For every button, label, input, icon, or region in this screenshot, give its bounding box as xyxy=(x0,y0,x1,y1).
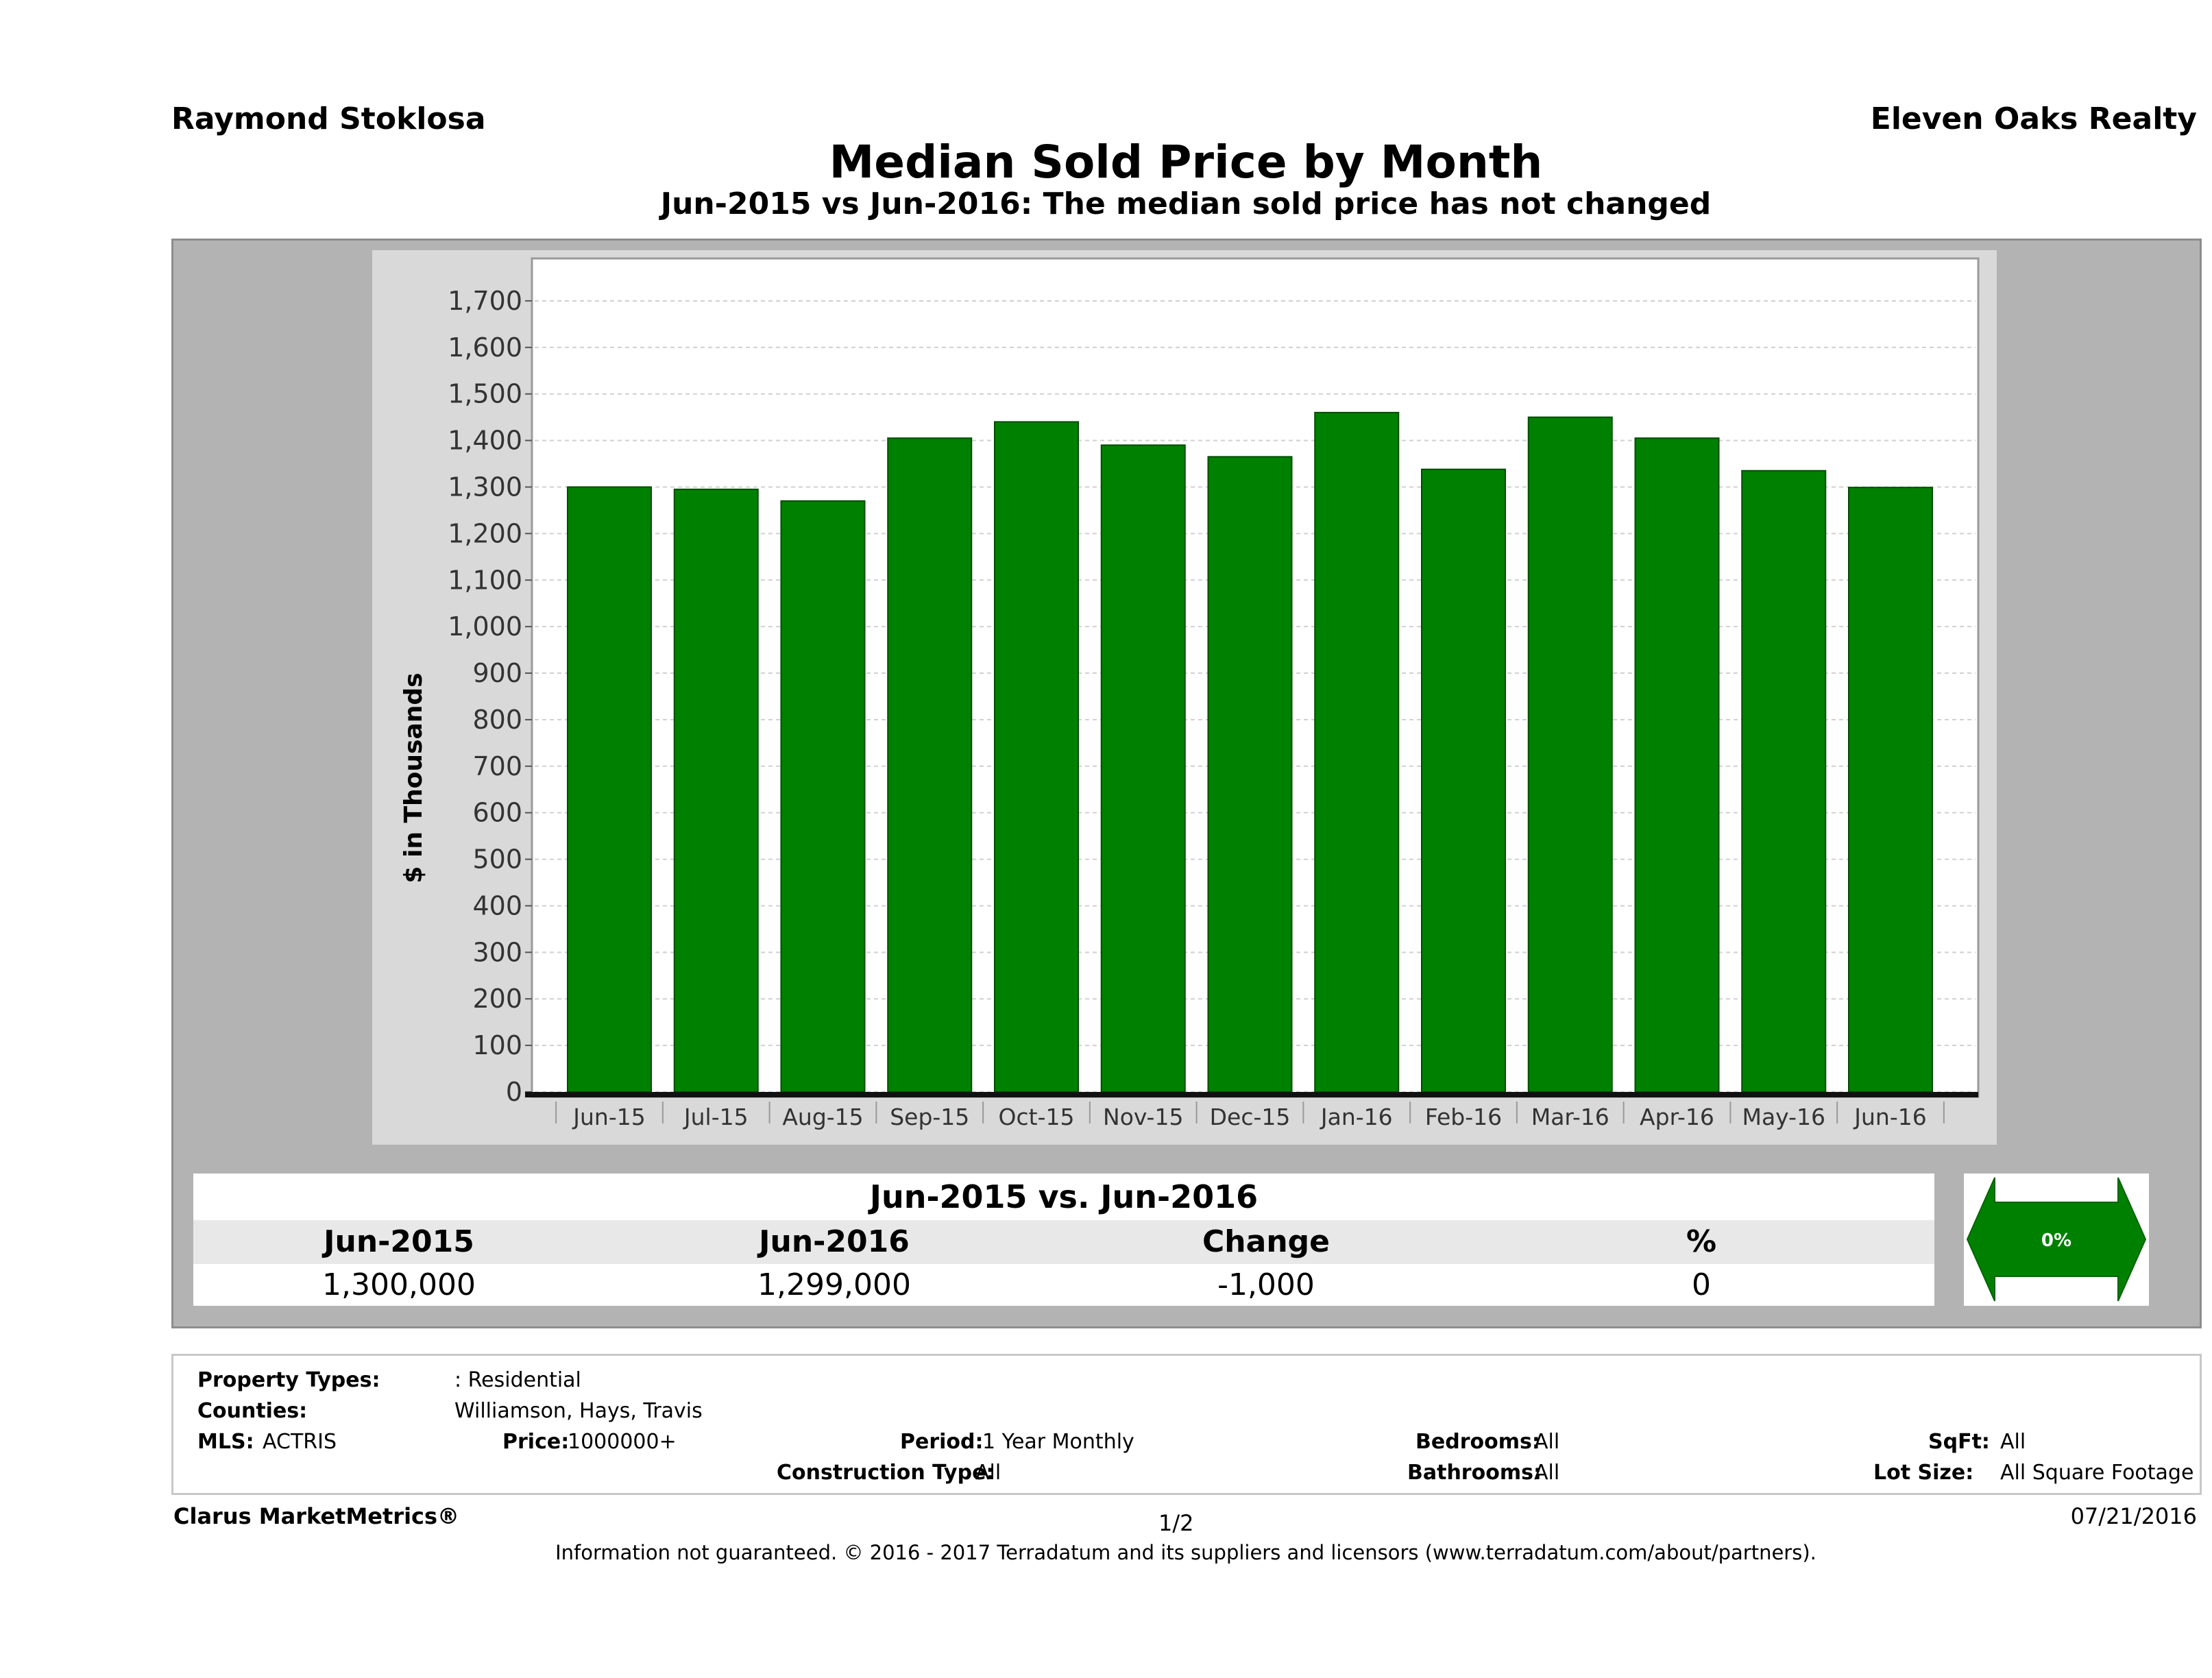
bedrooms-label: Bedrooms: xyxy=(1415,1430,1540,1454)
change-indicator-label: 0% xyxy=(2041,1230,2071,1251)
header-jun-2015: Jun-2015 xyxy=(324,1224,474,1259)
bar-aug-15 xyxy=(780,500,866,1093)
value-jun-2015: 1,300,000 xyxy=(322,1267,476,1302)
header-change: Change xyxy=(1202,1224,1330,1259)
disclaimer: Information not guaranteed. © 2016 - 201… xyxy=(555,1541,1816,1564)
bars xyxy=(567,411,1933,1093)
header-jun-2016: Jun-2016 xyxy=(759,1224,910,1259)
x-tick-label: Jan-16 xyxy=(1320,1104,1393,1130)
bathrooms-label: Bathrooms: xyxy=(1407,1461,1542,1485)
y-tick-label: 1,100 xyxy=(448,565,522,595)
y-tick-label: 0 xyxy=(506,1077,522,1107)
x-tick-label: Apr-16 xyxy=(1640,1104,1714,1130)
y-tick-label: 100 xyxy=(472,1030,522,1060)
header-percent: % xyxy=(1686,1224,1717,1259)
x-tick-label: Mar-16 xyxy=(1531,1104,1609,1130)
lot-size-label: Lot Size: xyxy=(1873,1461,1974,1485)
construction-label: Construction Type: xyxy=(777,1461,995,1485)
bar-oct-15 xyxy=(994,421,1079,1093)
bar-jan-16 xyxy=(1314,411,1400,1093)
bar-jun-16 xyxy=(1848,487,1933,1093)
brokerage-name: Eleven Oaks Realty xyxy=(1870,101,2197,136)
y-tick-label: 1,500 xyxy=(448,379,522,409)
x-tick-label: Jul-15 xyxy=(683,1104,749,1130)
property-types-label: Property Types: xyxy=(197,1368,380,1392)
period-value: 1 Year Monthly xyxy=(982,1430,1134,1454)
y-tick-label: 300 xyxy=(472,937,522,967)
y-tick-label: 1,300 xyxy=(448,472,522,502)
bar-may-16 xyxy=(1741,470,1827,1093)
x-tick-label: Aug-15 xyxy=(782,1104,863,1130)
property-types-value: : Residential xyxy=(454,1368,581,1392)
counties-label: Counties: xyxy=(197,1399,308,1423)
price-value: 1000000+ xyxy=(568,1430,677,1454)
y-tick-label: 1,400 xyxy=(448,426,522,456)
x-tick-label: Dec-15 xyxy=(1210,1104,1291,1130)
bar-apr-16 xyxy=(1634,437,1720,1093)
y-tick-label: 200 xyxy=(472,984,522,1014)
x-tick-label: Oct-15 xyxy=(999,1104,1075,1130)
x-tick-label: Feb-16 xyxy=(1425,1104,1502,1130)
bar-chart: 0 100 200 300 400 500 600 700 800 900 1,000 1,100 1,… xyxy=(400,257,1980,1130)
report-date: 07/21/2016 xyxy=(2070,1503,2197,1529)
value-percent: 0 xyxy=(1692,1267,1711,1302)
chart-area: 0 100 200 300 400 500 600 700 800 900 1,000 1,100 1,… xyxy=(372,250,1997,1145)
lot-size-value: All Square Footage xyxy=(2000,1461,2194,1485)
product-name: Clarus MarketMetrics® xyxy=(173,1503,460,1529)
y-tick-label: 600 xyxy=(472,798,522,828)
y-tick-label: 500 xyxy=(472,844,522,875)
bar-feb-16 xyxy=(1421,468,1506,1093)
comparison-table: Jun-2015 vs. Jun-2016 Jun-2015 Jun-2016 … xyxy=(193,1174,1934,1306)
x-tick-label: Jun-16 xyxy=(1853,1104,1926,1130)
y-axis-title: $ in Thousands xyxy=(400,672,428,883)
construction-value: All xyxy=(975,1461,1001,1485)
y-axis: 0 100 200 300 400 500 600 700 800 900 1,000 1,100 1,… xyxy=(448,286,532,1107)
comparison-values-row: 1,300,000 1,299,000 -1,000 0 xyxy=(193,1264,1934,1306)
y-tick-label: 400 xyxy=(472,890,522,921)
y-tick-label: 1,200 xyxy=(448,518,522,548)
x-tick-label: Nov-15 xyxy=(1103,1104,1183,1130)
bar-mar-16 xyxy=(1527,416,1613,1093)
change-indicator: 0% xyxy=(1964,1174,2149,1306)
mls-label: MLS: xyxy=(197,1430,254,1454)
agent-name: Raymond Stoklosa xyxy=(171,101,486,136)
y-tick-label: 800 xyxy=(472,705,522,735)
double-arrow-icon: 0% xyxy=(1966,1177,2147,1302)
page-number: 1/2 xyxy=(1158,1510,1194,1536)
y-tick-label: 900 xyxy=(472,658,522,688)
y-tick-label: 1,000 xyxy=(448,611,522,642)
bathrooms-value: All xyxy=(1534,1461,1560,1485)
bedrooms-value: All xyxy=(1534,1430,1560,1454)
bar-dec-15 xyxy=(1207,456,1293,1093)
x-tick-label: Jun-15 xyxy=(572,1104,645,1130)
counties-value: Williamson, Hays, Travis xyxy=(454,1399,703,1423)
y-tick-label: 1,700 xyxy=(448,286,522,316)
y-tick-label: 700 xyxy=(472,751,522,781)
bar-jul-15 xyxy=(673,488,759,1093)
report-subtitle: Jun-2015 vs Jun-2016: The median sold pr… xyxy=(660,186,1712,221)
value-change: -1,000 xyxy=(1217,1267,1315,1302)
x-tick-label: Sep-15 xyxy=(890,1104,969,1130)
period-label: Period: xyxy=(900,1430,984,1454)
bar-sep-15 xyxy=(887,437,973,1093)
search-criteria: Property Types: : Residential Counties: … xyxy=(171,1354,2202,1495)
value-jun-2016: 1,299,000 xyxy=(757,1267,911,1302)
comparison-header-row: Jun-2015 Jun-2016 Change % xyxy=(193,1220,1934,1264)
sqft-label: SqFt: xyxy=(1928,1430,1990,1454)
price-label: Price: xyxy=(502,1430,570,1454)
report-title: Median Sold Price by Month xyxy=(829,136,1543,189)
bar-jun-15 xyxy=(567,486,652,1093)
sqft-value: All xyxy=(2000,1430,2026,1454)
bar-nov-15 xyxy=(1100,444,1186,1093)
y-tick-label: 1,600 xyxy=(448,332,522,363)
x-tick-label: May-16 xyxy=(1742,1104,1825,1130)
comparison-title: Jun-2015 vs. Jun-2016 xyxy=(193,1174,1934,1220)
x-axis: Jun-15 Jul-15 Aug-15 Sep-15 Oct-15 Nov-15 Dec-… xyxy=(525,1092,1978,1130)
mls-value: ACTRIS xyxy=(263,1430,337,1454)
